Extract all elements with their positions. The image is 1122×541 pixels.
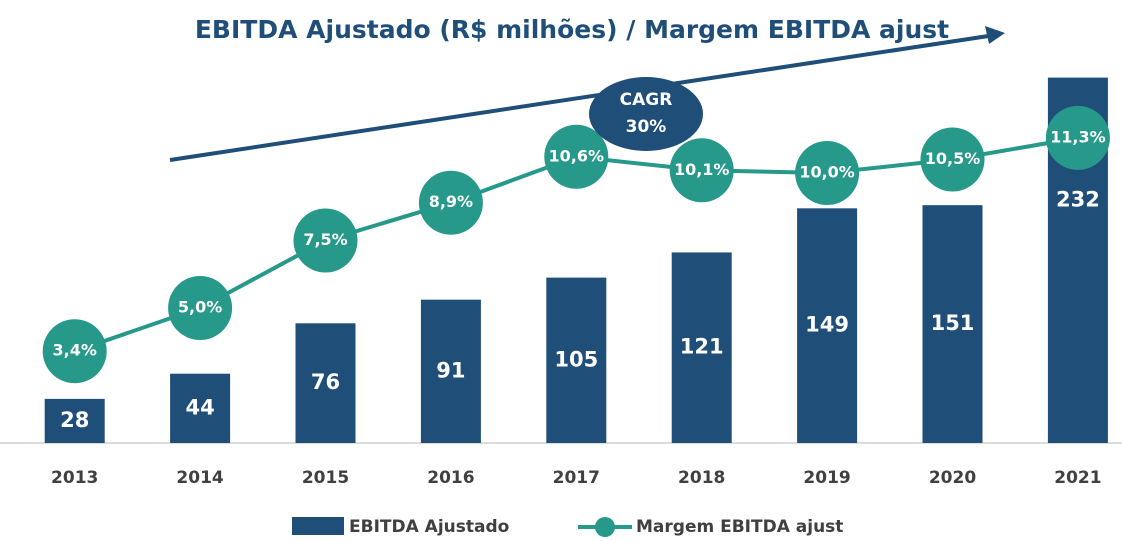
- bar: [170, 373, 231, 443]
- bar-label: 151: [931, 311, 975, 335]
- marker: [168, 276, 233, 340]
- annotation: CAGR: [620, 90, 673, 110]
- legend-label: Margem EBITDA ajust: [636, 517, 843, 537]
- bar-label: 76: [311, 370, 340, 394]
- data-label: 11,3%: [1050, 127, 1106, 146]
- bar: [797, 208, 858, 443]
- x-tick-label: 2021: [1054, 468, 1101, 488]
- x-tick-label: 2013: [51, 468, 98, 488]
- x-tick-label: 2016: [427, 468, 474, 488]
- marker: [920, 127, 985, 192]
- bar: [44, 398, 105, 443]
- x-tick-label: 2017: [553, 468, 600, 488]
- x-tick-label: 2019: [803, 468, 850, 488]
- marker: [42, 319, 107, 384]
- bar: [671, 252, 732, 443]
- marker: [293, 208, 358, 273]
- bar-label: 149: [805, 313, 849, 337]
- x-tick-label: 2018: [678, 468, 725, 488]
- data-label: 5,0%: [178, 298, 222, 317]
- bar: [922, 205, 983, 443]
- bar: [295, 323, 356, 443]
- bar: [420, 299, 481, 443]
- bar-label: 121: [680, 335, 724, 359]
- data-label: 8,9%: [429, 192, 473, 211]
- marker: [544, 124, 609, 189]
- bar-label: 44: [185, 395, 214, 419]
- marker: [795, 141, 860, 205]
- cagr-bubble: CAGR 30%: [589, 77, 703, 151]
- x-tick-label: 2020: [929, 468, 976, 488]
- x-tick-label: 2015: [302, 468, 349, 488]
- marker: [669, 138, 734, 203]
- data-label: 10,5%: [925, 149, 981, 168]
- bar-label: 232: [1056, 187, 1100, 211]
- legend-swatch: [595, 517, 615, 537]
- marker: [1045, 105, 1110, 170]
- marker: [418, 170, 483, 235]
- bar-label: 105: [554, 347, 598, 371]
- x-tick-label: 2014: [176, 468, 223, 488]
- data-label: 7,5%: [303, 230, 347, 249]
- legend-swatch: [292, 517, 344, 535]
- data-label: 10,6%: [549, 146, 605, 165]
- data-label: 10,1%: [674, 160, 730, 179]
- bar-label: 91: [436, 358, 465, 382]
- legend: EBITDA Ajustado Margem EBITDA ajust: [292, 517, 843, 537]
- trend-arrow: [169, 26, 1005, 162]
- legend-label: EBITDA Ajustado: [349, 517, 509, 537]
- chart-title: EBITDA Ajustado (R$ milhões) / Margem EB…: [195, 15, 949, 44]
- bar: [546, 277, 607, 443]
- data-label: 3,4%: [53, 341, 97, 360]
- annotation: 30%: [626, 117, 667, 137]
- plot: 2013 2014 2015 2016 2017 2018 2019 2020 2021 28 44…: [0, 77, 1122, 488]
- data-label: 10,0%: [799, 163, 855, 182]
- bar-label: 28: [60, 408, 89, 432]
